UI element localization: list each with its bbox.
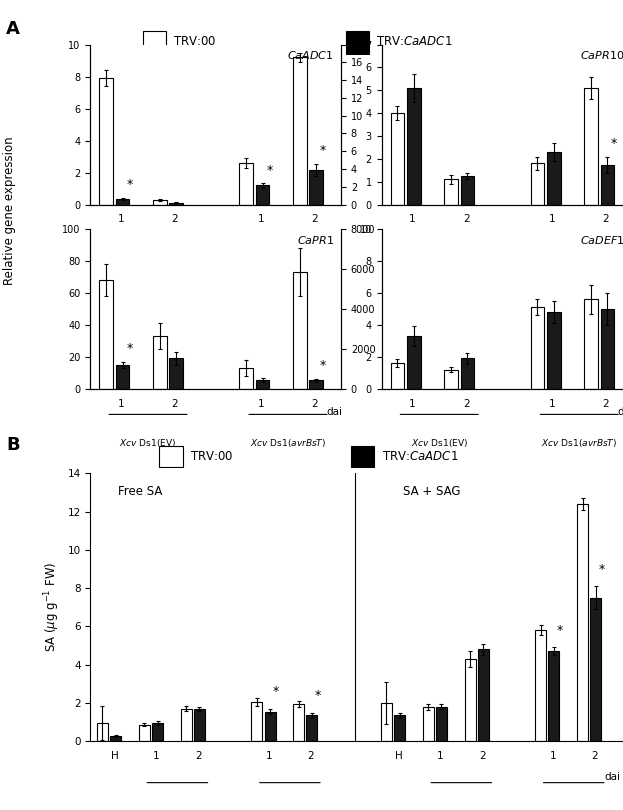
Bar <box>531 164 545 205</box>
Text: *: * <box>272 685 278 698</box>
Bar <box>255 380 269 389</box>
Text: TRV:$\it{CaADC1}$: TRV:$\it{CaADC1}$ <box>381 450 458 463</box>
Text: $\it{Xcv}$ Ds1($\it{avrBsT}$): $\it{Xcv}$ Ds1($\it{avrBsT}$) <box>250 253 326 265</box>
Bar <box>116 199 130 205</box>
Bar <box>590 598 601 741</box>
Bar <box>169 358 183 389</box>
Bar <box>407 88 421 205</box>
Bar <box>153 336 167 389</box>
Bar <box>548 651 559 741</box>
Bar <box>531 307 545 389</box>
Bar <box>478 650 489 741</box>
Bar <box>293 58 307 205</box>
Text: *: * <box>315 689 321 702</box>
Bar <box>444 369 458 389</box>
Text: $\it{Xcv}$ Ds1(EV): $\it{Xcv}$ Ds1(EV) <box>120 437 176 449</box>
Text: *: * <box>556 624 563 637</box>
Bar <box>143 31 166 53</box>
Text: Free SA: Free SA <box>118 485 162 498</box>
Bar <box>309 380 323 389</box>
Text: $\it{CaDEF1}$: $\it{CaDEF1}$ <box>580 233 623 245</box>
Text: *: * <box>126 178 133 191</box>
Bar <box>153 200 167 205</box>
Text: *: * <box>320 144 326 157</box>
Bar <box>265 711 275 741</box>
Text: *: * <box>126 342 133 356</box>
Bar <box>346 31 369 53</box>
Bar <box>381 703 392 741</box>
Bar <box>584 88 598 205</box>
Bar <box>169 203 183 205</box>
Bar <box>577 504 588 741</box>
Bar <box>584 299 598 389</box>
Bar <box>116 364 130 389</box>
Text: A: A <box>6 20 20 38</box>
Bar <box>407 336 421 389</box>
Text: TRV:$\it{00}$: TRV:$\it{00}$ <box>173 35 217 49</box>
Text: $\it{Xcv}$ Ds1($\it{avrBsT}$): $\it{Xcv}$ Ds1($\it{avrBsT}$) <box>250 437 326 449</box>
Text: $\it{Xcv}$ Ds1(EV): $\it{Xcv}$ Ds1(EV) <box>411 253 468 265</box>
Bar <box>97 723 108 741</box>
Bar <box>423 706 434 741</box>
Text: *: * <box>598 562 604 576</box>
Bar <box>307 715 318 741</box>
Bar <box>391 363 404 389</box>
Bar <box>547 312 561 389</box>
Bar <box>255 185 269 205</box>
Bar <box>547 152 561 205</box>
Text: Relative gene expression: Relative gene expression <box>3 136 16 285</box>
Bar <box>535 630 546 741</box>
Text: dai: dai <box>326 407 342 417</box>
Bar <box>293 272 307 389</box>
Bar <box>394 715 405 741</box>
Bar <box>110 736 121 741</box>
Text: $\it{CaPR1}$: $\it{CaPR1}$ <box>297 233 333 245</box>
Text: *: * <box>266 164 272 177</box>
Bar <box>239 163 253 205</box>
Bar <box>391 113 404 205</box>
Bar <box>239 368 253 389</box>
Bar <box>194 709 205 741</box>
Bar <box>351 446 374 467</box>
Bar <box>465 659 475 741</box>
Text: $\it{Xcv}$ Ds1($\it{avrBsT}$): $\it{Xcv}$ Ds1($\it{avrBsT}$) <box>541 253 617 265</box>
Text: $\it{Xcv}$ Ds1(EV): $\it{Xcv}$ Ds1(EV) <box>120 253 176 265</box>
Text: $\it{CaADC1}$: $\it{CaADC1}$ <box>287 49 333 62</box>
Bar <box>601 309 614 389</box>
Bar <box>100 78 113 205</box>
Text: *: * <box>320 359 326 373</box>
Bar <box>460 176 474 205</box>
Bar <box>159 446 183 467</box>
Text: TRV:$\it{CaADC1}$: TRV:$\it{CaADC1}$ <box>376 35 452 49</box>
Text: SA + SAG: SA + SAG <box>403 485 460 498</box>
Bar <box>152 723 163 741</box>
Text: $\it{Xcv}$ Ds1($\it{avrBsT}$): $\it{Xcv}$ Ds1($\it{avrBsT}$) <box>541 437 617 449</box>
Bar <box>251 702 262 741</box>
Text: dai: dai <box>617 407 623 417</box>
Bar <box>460 358 474 389</box>
Text: *: * <box>611 137 617 150</box>
Bar <box>293 704 304 741</box>
Bar <box>444 179 458 205</box>
Bar <box>139 724 150 741</box>
Y-axis label: SA ($\mu$g g$^{-1}$ FW): SA ($\mu$g g$^{-1}$ FW) <box>42 562 62 652</box>
Bar <box>309 170 323 205</box>
Bar <box>181 709 192 741</box>
Text: TRV:$\it{00}$: TRV:$\it{00}$ <box>189 450 233 463</box>
Text: $\it{CaPR10}$: $\it{CaPR10}$ <box>581 49 623 62</box>
Text: B: B <box>6 436 20 454</box>
Bar <box>100 280 113 389</box>
Bar <box>601 164 614 205</box>
Bar <box>436 706 447 741</box>
Text: $\it{Xcv}$ Ds1(EV): $\it{Xcv}$ Ds1(EV) <box>411 437 468 449</box>
Text: dai: dai <box>604 772 621 782</box>
